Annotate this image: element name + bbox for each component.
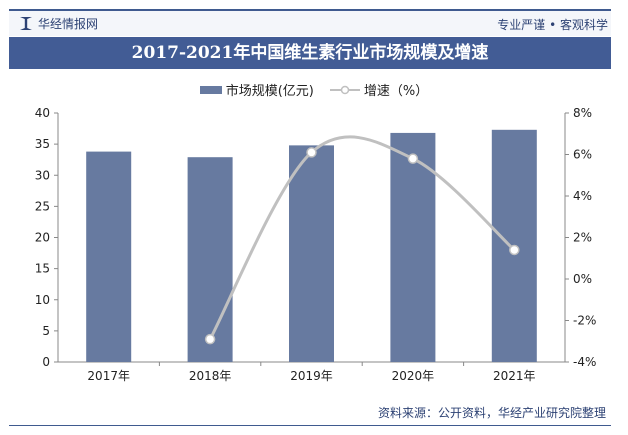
bar [390,132,436,362]
x-tick-label: 2020年 [392,369,435,383]
left-tick-label: 0 [42,355,50,369]
growth-point [204,333,216,345]
right-tick-label: 4% [573,189,592,203]
growth-point [509,244,520,256]
chart-title: 2017-2021年中国维生素行业市场规模及增速 [9,37,611,69]
logo-text: 华经情报网 [38,17,99,31]
line-marker-icon [329,85,360,94]
left-tick-label: 15 [35,262,50,276]
legend-label: 增速（%） [363,84,429,99]
left-tick-label: 35 [35,137,50,151]
x-tick-label: 2018年 [189,369,232,383]
right-tick-label: 0% [573,272,592,286]
legend-label: 市场规模(亿元) [225,84,314,99]
top-border [9,9,611,11]
left-tick-label: 10 [35,293,50,307]
source-note: 资料来源：公开资料，华经产业研究院整理 [377,406,606,420]
right-tick-label: 8% [573,106,592,120]
right-tick-label: 2% [573,231,592,245]
growth-point [407,153,419,164]
bar-swatch-icon [199,85,222,94]
bar [289,145,334,362]
bottom-border [9,425,611,426]
slogan: 专业严谨 • 客观科学 [497,18,608,32]
right-tick-label: -2% [573,314,596,328]
bar [86,151,132,362]
left-tick-label: 30 [35,168,50,182]
x-tick-label: 2019年 [290,369,333,383]
left-tick-label: 5 [42,324,50,338]
x-tick-label: 2017年 [87,369,130,383]
logo: 华经情报网 [20,15,98,32]
left-tick-label: 25 [35,199,50,213]
bar [187,157,233,362]
legend: 市场规模(亿元) 增速（%） [0,80,628,99]
right-tick-label: -4% [573,355,596,369]
left-tick-label: 20 [35,231,50,245]
x-tick-label: 2021年 [493,369,536,383]
growth-line [208,135,516,340]
left-tick-label: 40 [35,106,50,120]
header-bar [9,11,611,36]
growth-point [306,147,317,158]
legend-item-bar: 市场规模(亿元) [199,80,314,99]
legend-item-line: 增速（%） [329,80,429,99]
right-tick-label: 6% [573,148,592,162]
